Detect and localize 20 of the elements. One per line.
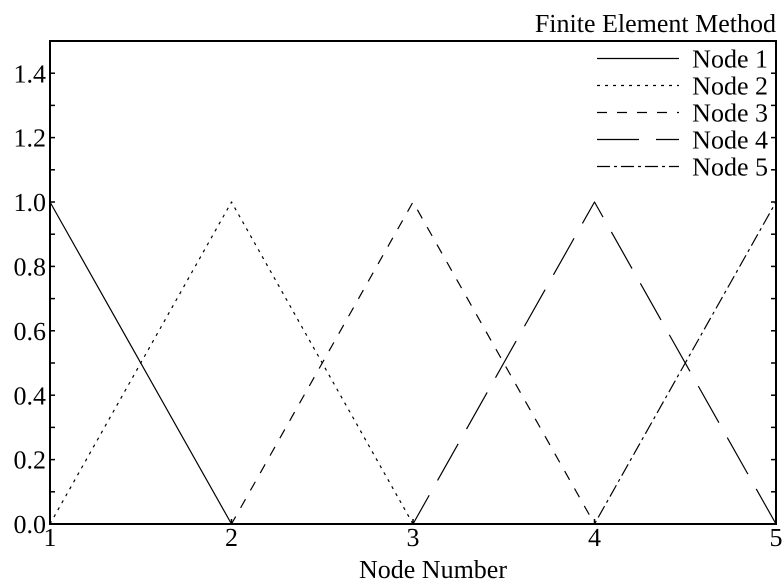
x-tick-label: 2 xyxy=(225,523,238,552)
legend-label: Node 2 xyxy=(692,72,768,101)
x-tick-label: 5 xyxy=(770,523,782,552)
y-tick-label: 0.4 xyxy=(14,381,46,410)
y-tick-label: 0.2 xyxy=(14,446,46,475)
x-tick-label: 4 xyxy=(588,523,601,552)
legend-label: Node 1 xyxy=(692,44,768,74)
legend-label: Node 3 xyxy=(692,98,768,128)
y-tick-label: 1.4 xyxy=(14,59,46,88)
x-tick-label: 3 xyxy=(406,523,420,552)
y-tick-label: 1.0 xyxy=(14,188,46,218)
y-tick-label: 1.2 xyxy=(14,124,46,153)
legend-label: Node 5 xyxy=(692,152,768,182)
y-tick-label: 0.8 xyxy=(14,252,46,282)
y-tick-label: 0.6 xyxy=(14,316,46,346)
x-tick-label: 1 xyxy=(44,523,56,552)
y-tick-label: 0.0 xyxy=(14,510,46,540)
legend-label: Node 4 xyxy=(692,126,768,155)
chart-title: Finite Element Method xyxy=(534,9,776,38)
x-axis-title: Node Number xyxy=(358,555,508,582)
